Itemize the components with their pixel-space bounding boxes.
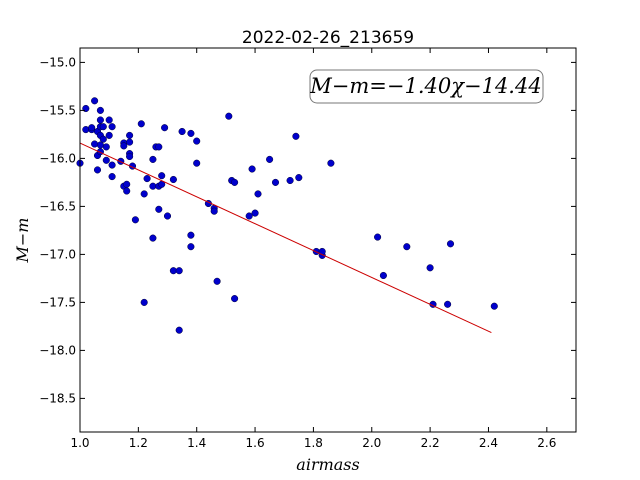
data-point-72 bbox=[248, 165, 256, 173]
data-point-61 bbox=[193, 137, 201, 145]
data-point-73 bbox=[251, 209, 259, 217]
data-point-79 bbox=[295, 174, 303, 182]
data-point-35 bbox=[126, 152, 134, 161]
data-point-10 bbox=[93, 166, 102, 174]
annotation-box bbox=[309, 69, 544, 104]
data-point-5 bbox=[88, 124, 96, 132]
data-point-83 bbox=[327, 159, 335, 167]
data-point-57 bbox=[178, 127, 186, 136]
data-point-33 bbox=[126, 138, 134, 146]
data-point-19 bbox=[102, 143, 110, 151]
data-point-38 bbox=[137, 120, 145, 128]
x-tick-label: 1.8 bbox=[304, 436, 323, 450]
x-axis-label: airmass bbox=[296, 455, 359, 474]
data-point-59 bbox=[187, 231, 195, 239]
data-point-25 bbox=[108, 173, 116, 181]
data-point-74 bbox=[254, 190, 262, 198]
data-point-46 bbox=[155, 143, 163, 151]
y-tick-label: −17.5 bbox=[39, 295, 76, 309]
data-point-16 bbox=[96, 106, 104, 114]
data-point-65 bbox=[210, 207, 218, 215]
data-point-31 bbox=[123, 180, 131, 188]
data-point-56 bbox=[175, 326, 183, 334]
data-point-15 bbox=[96, 116, 104, 124]
data-point-30 bbox=[123, 187, 131, 195]
data-point-84 bbox=[374, 233, 382, 241]
data-point-20 bbox=[102, 156, 110, 164]
plot-frame bbox=[79, 47, 577, 433]
data-point-89 bbox=[444, 300, 452, 308]
chart-title: 2022-02-26_213659 bbox=[242, 28, 414, 48]
fit-line bbox=[79, 142, 492, 333]
data-point-52 bbox=[163, 212, 172, 220]
data-point-58 bbox=[187, 129, 195, 137]
x-tick-label: 2.6 bbox=[537, 436, 556, 450]
data-point-22 bbox=[105, 131, 113, 139]
data-point-90 bbox=[446, 240, 455, 248]
data-point-28 bbox=[120, 142, 128, 150]
data-points bbox=[76, 97, 498, 334]
data-point-53 bbox=[169, 175, 177, 184]
data-point-87 bbox=[426, 264, 434, 272]
data-point-50 bbox=[158, 172, 166, 180]
y-tick-label: −17.0 bbox=[39, 247, 76, 261]
x-tick-label: 2.2 bbox=[421, 436, 440, 450]
x-tick-label: 1.2 bbox=[129, 436, 148, 450]
x-tick-label: 1.4 bbox=[187, 436, 206, 450]
data-point-86 bbox=[403, 243, 411, 251]
data-point-78 bbox=[292, 132, 300, 140]
data-point-32 bbox=[126, 131, 134, 139]
x-tick-label: 2.0 bbox=[362, 436, 381, 450]
data-point-51 bbox=[161, 124, 169, 132]
data-point-24 bbox=[108, 161, 116, 169]
data-point-85 bbox=[379, 271, 387, 280]
data-point-40 bbox=[140, 298, 148, 306]
data-point-42 bbox=[149, 155, 157, 163]
data-point-76 bbox=[271, 178, 280, 186]
data-point-71 bbox=[245, 212, 253, 220]
data-point-18 bbox=[99, 123, 107, 131]
data-point-44 bbox=[149, 234, 157, 242]
data-point-60 bbox=[187, 243, 195, 251]
data-point-23 bbox=[108, 123, 116, 131]
data-point-67 bbox=[225, 112, 233, 120]
data-point-37 bbox=[131, 216, 139, 224]
data-point-69 bbox=[231, 178, 239, 186]
data-point-70 bbox=[231, 295, 239, 303]
x-tick-label: 1.6 bbox=[246, 436, 265, 450]
axis-ticks: 1.0 1.2 1.4 1.6 1.8 2.0 2.2 2.4 2.6 −15.0 −15.5 −16… bbox=[39, 48, 576, 450]
y-tick-label: −16.5 bbox=[39, 199, 76, 213]
data-point-2 bbox=[82, 126, 90, 134]
data-point-6 bbox=[91, 97, 99, 105]
data-point-75 bbox=[266, 155, 274, 163]
y-tick-label: −16.0 bbox=[39, 151, 76, 165]
y-tick-label: −18.0 bbox=[39, 343, 76, 357]
x-tick-label: 2.4 bbox=[479, 436, 498, 450]
data-point-62 bbox=[193, 159, 201, 167]
data-point-55 bbox=[175, 267, 183, 275]
fit-equation: M−m=−1.40χ−14.44 bbox=[309, 74, 541, 98]
y-axis-label: M−m bbox=[13, 218, 32, 264]
y-tick-label: −15.0 bbox=[39, 55, 76, 69]
x-tick-label: 1.0 bbox=[70, 436, 89, 450]
data-point-7 bbox=[91, 140, 99, 148]
data-point-77 bbox=[286, 176, 294, 185]
data-point-39 bbox=[140, 190, 148, 198]
data-point-17 bbox=[99, 135, 107, 143]
data-point-48 bbox=[155, 205, 163, 213]
data-point-43 bbox=[149, 182, 157, 190]
y-tick-label: −18.5 bbox=[39, 391, 76, 405]
data-point-66 bbox=[213, 277, 221, 285]
y-tick-label: −15.5 bbox=[39, 103, 76, 117]
data-point-91 bbox=[490, 302, 498, 310]
data-point-21 bbox=[105, 116, 113, 124]
data-point-41 bbox=[143, 175, 151, 183]
